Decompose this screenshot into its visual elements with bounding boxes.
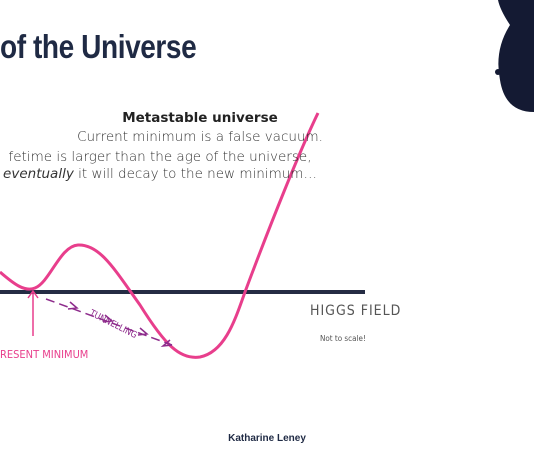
dot (495, 69, 501, 75)
box-heading: Metastable universe (122, 110, 278, 126)
tunnelling-path (45, 298, 173, 346)
tunnelling-arrows (67, 301, 173, 348)
box-line: eventually it will decay to the new mini… (0, 166, 400, 182)
text: it will decay to the new minimum… (73, 166, 317, 182)
footer: Katharine Leney (228, 433, 306, 444)
note: Not to scale! (320, 334, 366, 343)
box-line: Current minimum is a false vacuum. (77, 129, 323, 145)
box-line: fetime is larger than the age of the uni… (8, 149, 312, 165)
emphasis: eventually (3, 166, 74, 182)
axis-label: HIGGS FIELD (310, 303, 402, 319)
minimum-label: RESENT MINIMUM (0, 348, 89, 361)
potential-curve (0, 112, 320, 359)
arrow-head (27, 289, 39, 299)
space-blob (498, 0, 534, 112)
title: of the Universe (0, 28, 197, 65)
